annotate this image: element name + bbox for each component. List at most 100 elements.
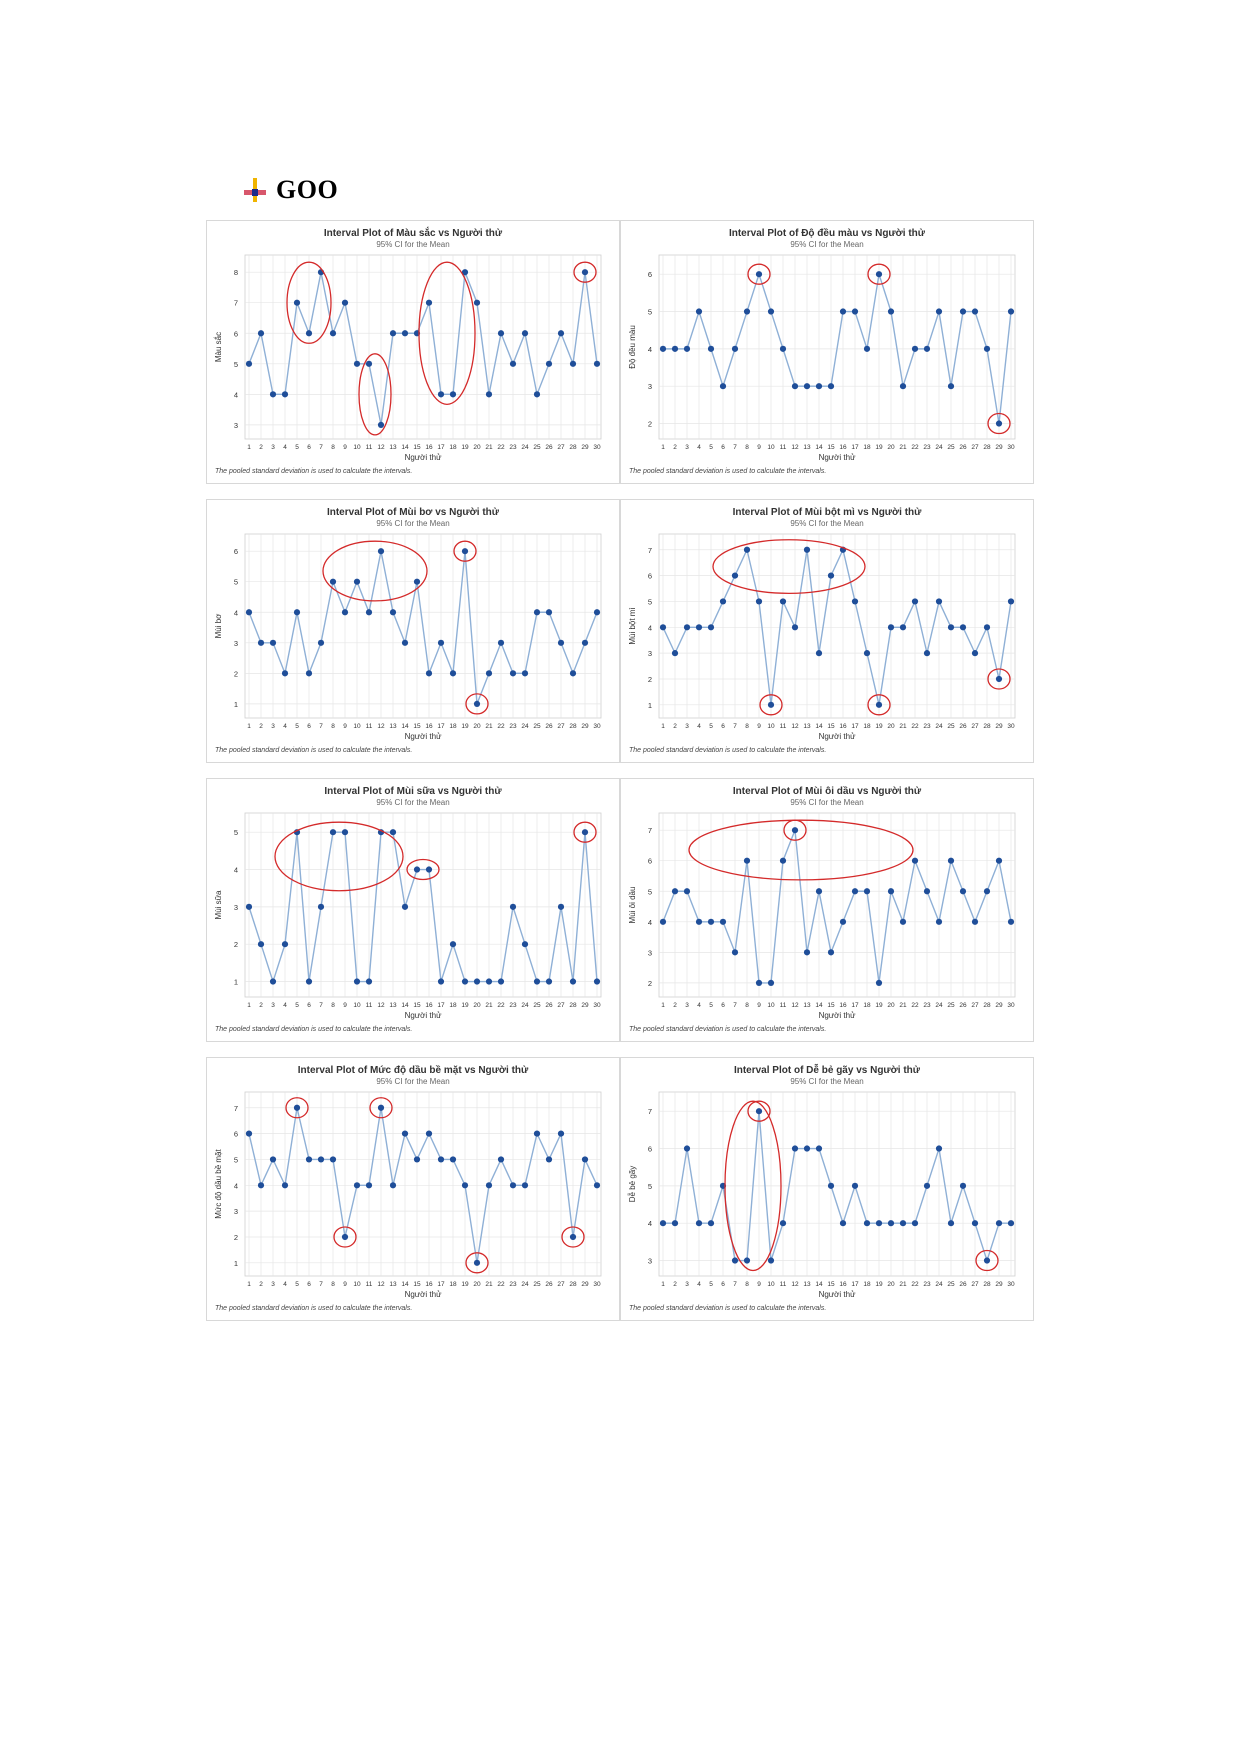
- data-point: [437, 978, 445, 985]
- x-tick-label: 13: [803, 723, 811, 730]
- x-tick-label: 11: [366, 1002, 373, 1009]
- y-tick-label: 5: [648, 1182, 652, 1191]
- highlight-ellipse: [688, 819, 914, 881]
- x-tick-label: 11: [780, 723, 787, 730]
- x-tick-label: 23: [509, 444, 517, 451]
- x-tick-label: 4: [283, 723, 287, 730]
- x-tick-label: 9: [343, 723, 347, 730]
- data-point: [707, 345, 715, 352]
- y-axis-label: Mùi sữa: [214, 890, 223, 919]
- x-tick-label: 26: [959, 1281, 967, 1288]
- data-point: [779, 598, 787, 605]
- x-tick-label: 21: [899, 1002, 907, 1009]
- x-tick-label: 15: [827, 1281, 835, 1288]
- data-point: [509, 670, 517, 677]
- x-tick-label: 7: [733, 1002, 737, 1009]
- x-tick-label: 18: [449, 1002, 457, 1009]
- x-tick-label: 5: [709, 1281, 713, 1288]
- x-tick-label: 18: [863, 723, 871, 730]
- x-tick-label: 6: [307, 723, 311, 730]
- x-tick-label: 21: [899, 1281, 907, 1288]
- data-point: [341, 1233, 349, 1241]
- data-point: [593, 609, 601, 616]
- x-tick-label: 2: [259, 723, 263, 730]
- data-point: [545, 360, 553, 367]
- x-tick-label: 18: [449, 723, 457, 730]
- x-tick-label: 8: [331, 723, 335, 730]
- y-tick-label: 6: [648, 572, 652, 581]
- data-point: [743, 546, 751, 553]
- data-point: [671, 888, 679, 895]
- data-point: [959, 1182, 967, 1189]
- x-tick-label: 29: [581, 1002, 589, 1009]
- data-point: [329, 829, 337, 836]
- x-tick-label: 15: [413, 444, 421, 451]
- data-point: [887, 308, 895, 315]
- data-point: [683, 888, 691, 895]
- data-point: [659, 1220, 667, 1227]
- chart-subtitle: 95% CI for the Mean: [376, 798, 449, 807]
- y-tick-label: 3: [648, 948, 652, 957]
- x-tick-label: 14: [401, 723, 409, 730]
- data-point: [461, 548, 469, 555]
- x-tick-label: 13: [389, 1002, 397, 1009]
- data-point: [1007, 918, 1015, 925]
- y-tick-label: 1: [234, 700, 238, 709]
- data-point: [377, 1104, 385, 1111]
- chart-footnote: The pooled standard deviation is used to…: [629, 468, 826, 475]
- data-point: [947, 624, 955, 631]
- data-point: [389, 1182, 397, 1189]
- x-tick-label: 18: [863, 1281, 871, 1288]
- data-point: [245, 609, 253, 616]
- data-point: [317, 903, 325, 910]
- highlight-ellipse: [759, 694, 783, 716]
- x-tick-label: 2: [259, 1281, 263, 1288]
- data-point: [485, 1182, 493, 1189]
- data-point: [827, 572, 835, 579]
- x-tick-label: 8: [745, 723, 749, 730]
- x-tick-label: 8: [331, 444, 335, 451]
- x-tick-label: 5: [295, 444, 299, 451]
- x-tick-label: 5: [295, 1281, 299, 1288]
- x-axis-label: Người thử: [819, 453, 857, 462]
- y-tick-label: 4: [234, 866, 238, 875]
- y-tick-label: 4: [648, 345, 652, 354]
- chart-panel-8: Interval Plot of Dễ bẻ gãy vs Người thử 9…: [620, 1057, 1034, 1321]
- y-axis-label: Mùi bột mì: [628, 607, 637, 644]
- x-axis-label: Người thử: [819, 1011, 857, 1020]
- data-point: [389, 609, 397, 616]
- x-tick-label: 2: [673, 444, 677, 451]
- data-point: [923, 650, 931, 657]
- highlight-ellipse: [285, 1097, 309, 1119]
- plot-area: [244, 254, 602, 440]
- highlight-ellipse: [573, 261, 597, 283]
- y-tick-label: 4: [648, 918, 652, 927]
- data-point: [815, 1145, 823, 1152]
- chart-footnote: The pooled standard deviation is used to…: [215, 1026, 412, 1033]
- x-tick-label: 29: [995, 1281, 1003, 1288]
- data-point: [887, 888, 895, 895]
- x-tick-label: 22: [911, 723, 919, 730]
- x-tick-label: 24: [935, 723, 943, 730]
- data-point: [695, 918, 703, 925]
- data-point: [413, 578, 421, 585]
- data-point: [401, 903, 409, 910]
- x-tick-label: 7: [319, 1281, 323, 1288]
- x-tick-label: 20: [887, 723, 895, 730]
- data-point: [557, 903, 565, 910]
- x-tick-label: 21: [899, 723, 907, 730]
- x-tick-label: 19: [875, 1002, 883, 1009]
- y-tick-label: 4: [234, 390, 238, 399]
- data-point: [983, 888, 991, 895]
- data-point: [815, 650, 823, 657]
- x-tick-label: 11: [366, 723, 373, 730]
- data-point: [449, 941, 457, 948]
- x-tick-label: 10: [353, 723, 361, 730]
- data-point: [683, 1145, 691, 1152]
- data-point: [683, 345, 691, 352]
- data-point: [281, 670, 289, 677]
- data-point: [671, 345, 679, 352]
- x-tick-label: 28: [569, 1281, 577, 1288]
- data-point: [473, 978, 481, 985]
- data-point: [743, 857, 751, 864]
